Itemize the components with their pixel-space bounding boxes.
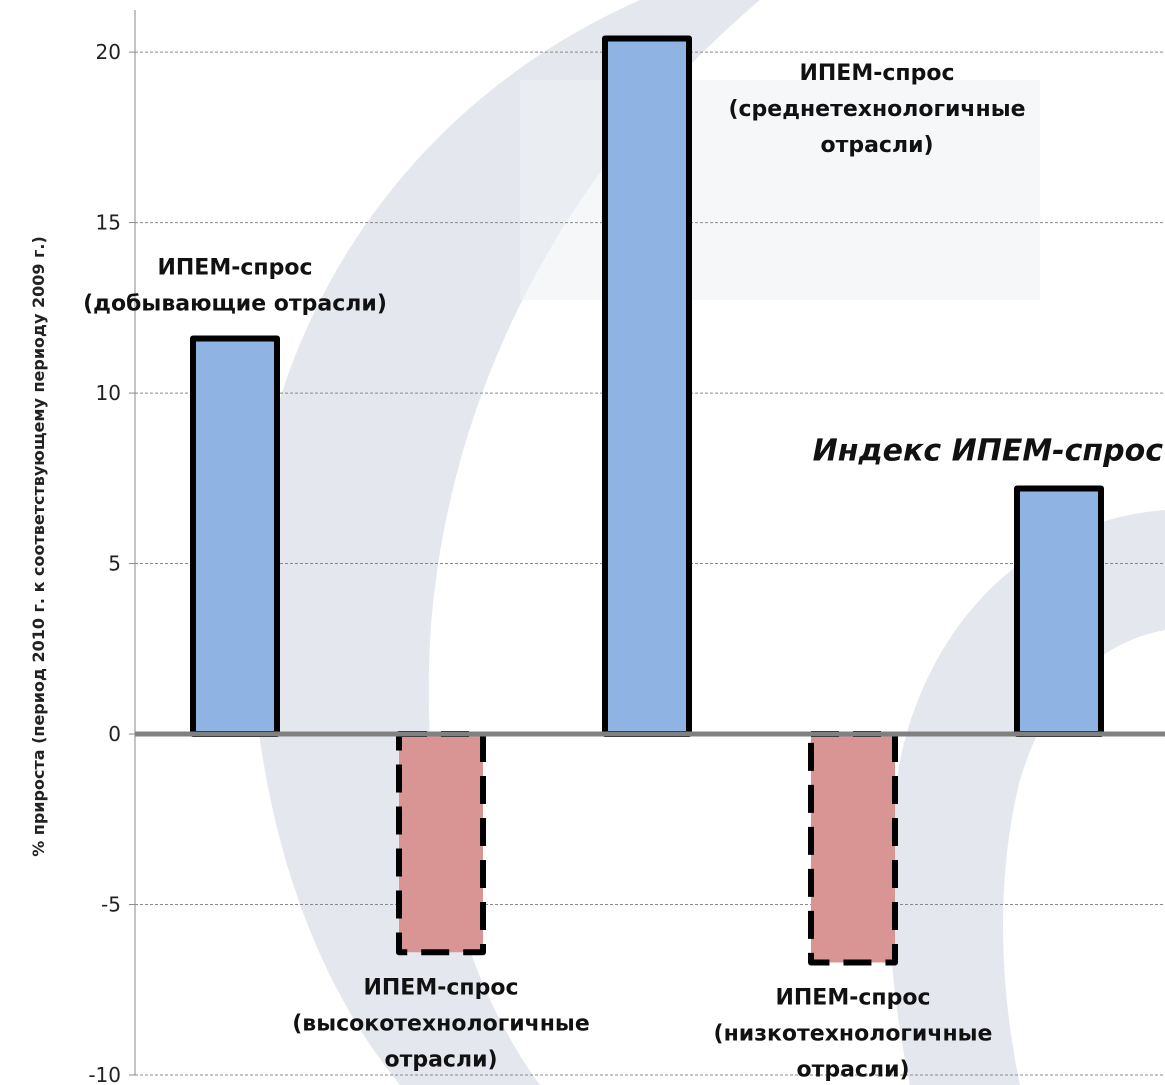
category-label-line: отрасли) xyxy=(820,133,933,158)
category-label-line: (низкотехнологичные xyxy=(714,1021,993,1046)
y-tick-label: 0 xyxy=(108,722,121,746)
category-label-4: ИПЕМ-спрос (низкотехнологичные отрасли) xyxy=(714,985,993,1082)
category-label-1: ИПЕМ-спрос (добывающие отрасли) xyxy=(83,256,387,317)
category-label-2: ИПЕМ-спрос (высокотехнологичные отрасли) xyxy=(292,975,590,1072)
category-label-line: (высокотехнологичные xyxy=(292,1011,590,1036)
category-label-line: ИПЕМ-спрос xyxy=(799,61,954,86)
category-label-line: отрасли) xyxy=(384,1047,497,1072)
y-tick-label: 15 xyxy=(96,211,121,235)
category-label-3: ИПЕМ-спрос (среднетехнологичные отрасли) xyxy=(728,61,1025,158)
y-axis-ticks: -10 -5 0 5 10 15 20 xyxy=(88,40,135,1085)
category-labels: ИПЕМ-спрос(добывающие отрасли)ИПЕМ-спрос… xyxy=(83,61,1163,1082)
bars xyxy=(190,35,1104,966)
category-label-line: ИПЕМ-спрос xyxy=(775,985,930,1010)
category-label-line: (добывающие отрасли) xyxy=(83,292,387,317)
bar-2 xyxy=(396,731,486,956)
category-label-line: (среднетехнологичные xyxy=(728,97,1025,122)
bar-4 xyxy=(808,731,898,966)
category-label-line: ИПЕМ-спрос xyxy=(157,256,312,281)
category-label-5: Индекс ИПЕМ-спрос xyxy=(813,434,1164,469)
category-label-line: Индекс ИПЕМ-спрос xyxy=(813,434,1164,469)
bar-5 xyxy=(1014,485,1104,738)
bar-1 xyxy=(190,335,280,738)
y-tick-label: -10 xyxy=(88,1063,121,1085)
watermark-arc-left xyxy=(248,0,760,1085)
bar-3 xyxy=(602,35,692,738)
category-label-line: ИПЕМ-спрос xyxy=(363,975,518,1000)
y-tick-label: 5 xyxy=(108,552,121,576)
category-label-line: отрасли) xyxy=(796,1057,909,1082)
y-tick-label: 20 xyxy=(96,40,121,64)
y-tick-label: -5 xyxy=(101,893,121,917)
y-tick-label: 10 xyxy=(96,381,121,405)
y-axis-label: % прироста (период 2010 г. к соответству… xyxy=(29,236,48,857)
